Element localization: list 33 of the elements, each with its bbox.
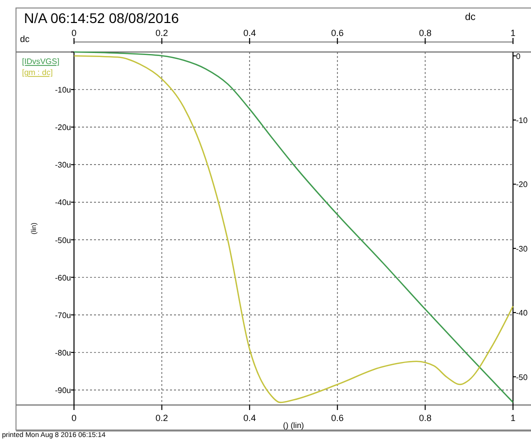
y-tick-label: -30u xyxy=(54,160,71,170)
x-axis-title: () (lin) xyxy=(283,421,304,430)
x-tick-label: 0.8 xyxy=(418,413,432,423)
y2-tick-label: -40 xyxy=(516,308,528,318)
y-tick-label: -10u xyxy=(54,86,71,95)
x2-tick-label: 0 xyxy=(71,28,77,38)
text: [gm : dc] xyxy=(22,68,53,77)
x-tick-label: 0.6 xyxy=(331,413,344,423)
x-tick-label: 0.2 xyxy=(156,413,168,423)
x-tick-label: 1 xyxy=(510,413,516,423)
x-tick-label: 0.4 xyxy=(243,413,256,423)
chart-title: N/A 06:14:52 08/08/2016 xyxy=(24,10,180,26)
y-tick-label: -90u xyxy=(54,386,71,395)
chart-subtitle: dc xyxy=(20,34,30,44)
y2-tick-label: 0 xyxy=(516,52,521,61)
x2-tick-label: 1 xyxy=(510,28,516,38)
y2-tick-label: -20 xyxy=(516,180,528,190)
x2-tick-label: 0.2 xyxy=(156,28,168,38)
y-tick-label: -60u xyxy=(54,273,71,282)
y-tick-label: -80u xyxy=(54,348,71,358)
x-tick-label: 0 xyxy=(71,413,77,423)
x2-tick-label: 0.8 xyxy=(418,28,432,38)
y2-tick-label: -50 xyxy=(516,372,528,382)
y-tick-label: -70u xyxy=(54,310,71,320)
x2-tick-label: 0.6 xyxy=(331,28,344,38)
y2-tick-label: -30 xyxy=(516,244,528,254)
y-tick-label: -20u xyxy=(54,123,71,132)
y-tick-label: -50u xyxy=(54,236,71,245)
x2-tick-label: 0.4 xyxy=(243,28,256,38)
text: dc xyxy=(465,12,476,23)
y2-tick-label: -10 xyxy=(516,116,528,126)
series-label: [IDvsVGS] xyxy=(22,57,60,66)
y-tick-label: -40u xyxy=(54,198,71,208)
